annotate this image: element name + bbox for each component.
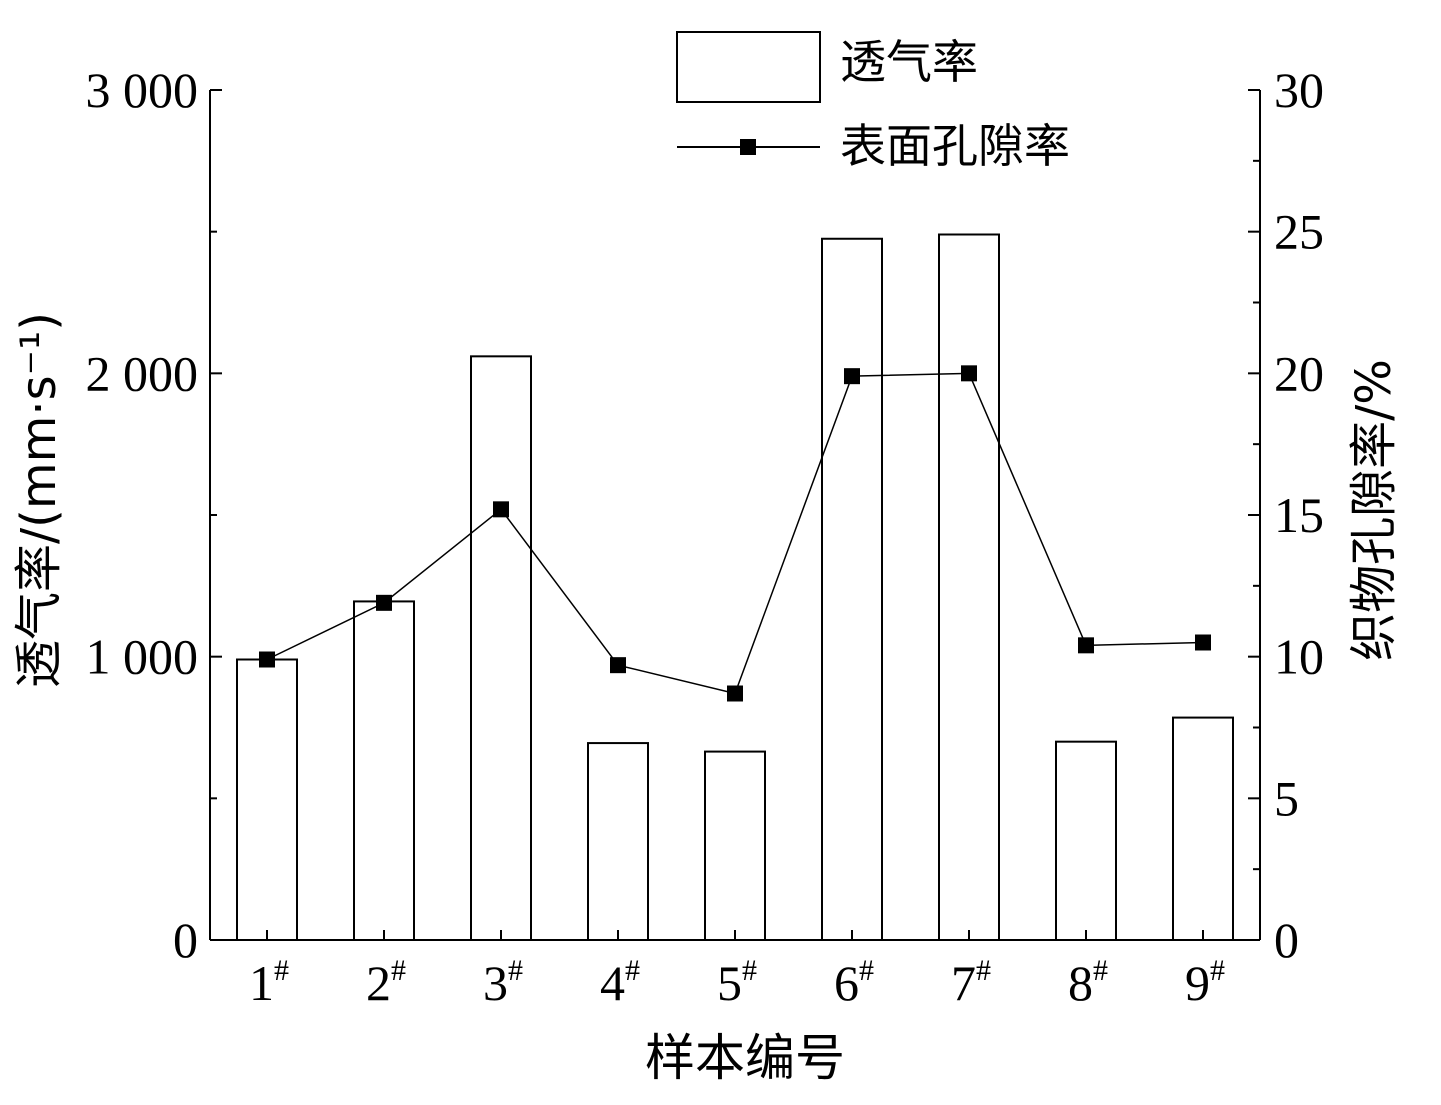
- bar-4: [587, 742, 649, 941]
- porosity-marker-2: [376, 594, 392, 611]
- porosity-marker-7: [961, 365, 977, 382]
- bar-2: [353, 600, 415, 942]
- left-tick-label: 1 000: [86, 629, 199, 685]
- x-tick-label-2: 2#: [366, 954, 406, 1011]
- right-y-axis-title: 织物孔隙率/%: [1346, 359, 1402, 661]
- right-tick-label: 5: [1274, 770, 1299, 826]
- right-y-ticks: 0 5 10 15 20 25 30: [1248, 62, 1324, 968]
- x-tick-label-3: 3#: [483, 954, 523, 1011]
- bar-6: [821, 237, 883, 941]
- left-y-ticks: 0 1 000 2 000 3 000: [86, 62, 222, 968]
- bar-5: [704, 750, 766, 941]
- x-tick-label-8: 8#: [1068, 954, 1108, 1011]
- bar-1: [236, 658, 298, 941]
- left-tick-label: 0: [173, 912, 198, 968]
- legend: 透气率 表面孔隙率: [676, 31, 1070, 173]
- right-tick-label: 20: [1274, 345, 1324, 401]
- left-tick-label: 2 000: [86, 345, 199, 401]
- x-tick-label-5: 5#: [717, 954, 757, 1011]
- bar-8: [1055, 740, 1117, 942]
- right-tick-label: 30: [1274, 62, 1324, 118]
- bar-3: [470, 355, 532, 942]
- right-tick-label: 10: [1274, 629, 1324, 685]
- bar-9: [1172, 716, 1234, 941]
- porosity-marker-1: [259, 651, 275, 668]
- x-tick-label-7: 7#: [951, 954, 991, 1011]
- x-axis-title: 样本编号: [645, 1029, 845, 1087]
- porosity-marker-3: [493, 501, 509, 518]
- x-tick-label-6: 6#: [834, 954, 874, 1011]
- x-tick-label-4: 4#: [600, 954, 640, 1011]
- x-tick-label-1: 1#: [249, 954, 289, 1011]
- legend-bar-swatch: [676, 31, 821, 103]
- legend-bar-label: 透气率: [840, 35, 978, 89]
- x-tick-label-9: 9#: [1185, 954, 1225, 1011]
- left-y-axis-title: 透气率/(mm·s⁻¹): [11, 312, 67, 688]
- porosity-marker-5: [727, 685, 743, 702]
- left-tick-label: 3 000: [86, 62, 199, 118]
- legend-square-marker: [740, 139, 756, 155]
- right-tick-label: 0: [1274, 912, 1299, 968]
- bar-series: [236, 233, 1234, 942]
- line-series: [259, 365, 1211, 702]
- bar-7: [938, 233, 1000, 941]
- x-ticks: 1# 2# 3# 4# 5# 6# 7# 8# 9#: [249, 930, 1225, 1011]
- porosity-marker-9: [1195, 634, 1211, 651]
- right-tick-label: 15: [1274, 487, 1324, 543]
- porosity-marker-6: [844, 368, 860, 385]
- porosity-marker-4: [610, 657, 626, 674]
- legend-line-label: 表面孔隙率: [840, 119, 1070, 173]
- right-tick-label: 25: [1274, 204, 1324, 260]
- porosity-marker-8: [1078, 637, 1094, 654]
